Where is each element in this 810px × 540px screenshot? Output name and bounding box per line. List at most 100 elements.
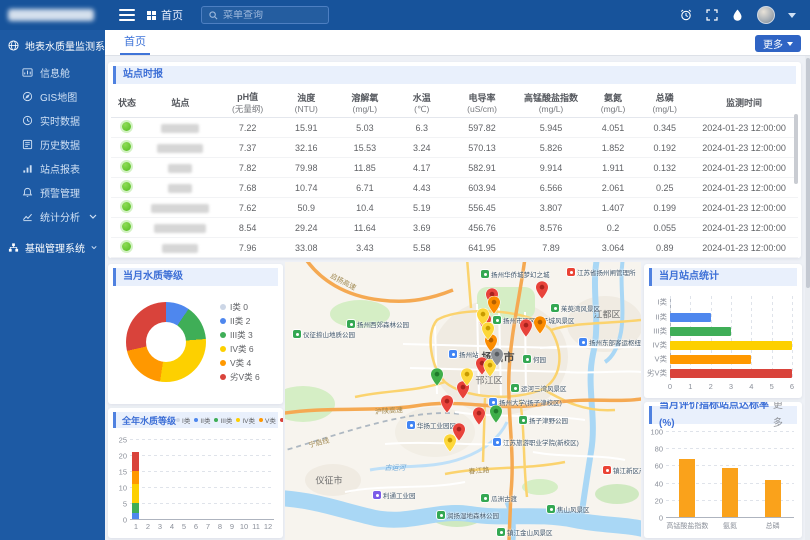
legend-item[interactable]: I类 0 — [220, 300, 260, 314]
legend-item[interactable]: IV类 — [236, 415, 255, 425]
table-row[interactable]: 7.6810.746.714.43603.946.5662.0610.25202… — [111, 178, 797, 198]
map-poi: 镇江新区产业园区 — [603, 465, 641, 475]
annual-grade-panel: 全年水质等级 I类II类III类IV类V类劣V类 051015202512345… — [108, 408, 283, 538]
sidebar-item-info-cabin[interactable]: 信息舱 — [0, 60, 105, 84]
tab-home[interactable]: 首页 — [120, 30, 150, 55]
menu-search[interactable] — [201, 6, 329, 24]
poi-icon — [481, 494, 489, 502]
table-row[interactable]: 7.9633.083.435.58641.957.893.0640.892024… — [111, 238, 797, 258]
sidebar-item-gis-map[interactable]: GIS地图 — [0, 84, 105, 108]
station-pin-yellow[interactable] — [461, 368, 474, 386]
hbar-III类[interactable] — [670, 327, 731, 336]
station-pin-yellow[interactable] — [482, 322, 495, 340]
sidebar-item-station-report[interactable]: 站点报表 — [0, 156, 105, 180]
table-row[interactable]: 8.5429.2411.643.69456.768.5760.20.055202… — [111, 218, 797, 238]
tab-bar: 首页 更多 — [105, 30, 810, 56]
sidebar-item-warning-manage[interactable]: 预警管理 — [0, 180, 105, 204]
station-pin-yellow[interactable] — [444, 434, 457, 452]
station-report-icon — [22, 163, 33, 174]
water-drop-icon[interactable] — [731, 9, 744, 22]
column-header: 站点 — [142, 88, 218, 118]
sidebar-item-history-data[interactable]: 历史数据 — [0, 132, 105, 156]
station-pin-orange[interactable] — [534, 316, 547, 334]
station-pin-red[interactable] — [520, 319, 533, 337]
legend-item[interactable]: II类 — [194, 415, 210, 425]
donut-legend: I类 0II类 2III类 3IV类 6V类 4劣V类 6 — [220, 300, 260, 384]
table-row[interactable]: 7.6250.910.45.19556.453.8071.4070.199202… — [111, 198, 797, 218]
sidebar-toggle-icon[interactable] — [119, 9, 135, 21]
value-cell: 0.345 — [639, 118, 691, 138]
poi-icon — [497, 528, 505, 536]
value-cell: 4.051 — [587, 118, 639, 138]
station-report-title: 站点时报 — [113, 66, 796, 84]
value-cell: 7.22 — [218, 118, 277, 138]
station-pin-red[interactable] — [473, 407, 486, 425]
legend-item[interactable]: V类 4 — [220, 356, 260, 370]
sidebar-item-realtime-data[interactable]: 实时数据 — [0, 108, 105, 132]
table-scrollbar[interactable] — [794, 114, 798, 184]
dashboard-content: 站点时报 状态站点pH值(无量纲)浊度(NTU)溶解氧(mg/L)水温(℃)电导… — [105, 56, 810, 540]
legend-item[interactable]: 劣V类 — [280, 415, 283, 425]
rate-bar-总磷[interactable] — [765, 480, 781, 517]
station-pin-green[interactable] — [490, 405, 503, 423]
table-row[interactable]: 7.8279.9811.854.17582.919.9141.9110.1322… — [111, 158, 797, 178]
legend-item[interactable]: V类 — [259, 415, 276, 425]
sidebar-root-base-system[interactable]: 基础管理系统 — [0, 232, 105, 262]
station-name-blurred — [168, 184, 192, 193]
hbar-IV类[interactable] — [670, 341, 792, 350]
station-pin-gray[interactable] — [491, 348, 504, 366]
station-map[interactable]: 扬州市邗江区江都区仪征市古运河沪陕高速宁启线春江路启扬高速扬州华侨城梦幻之城茱萸… — [285, 262, 641, 540]
month-station-chart: 0123456I类II类III类IV类V类劣V类 — [670, 296, 792, 380]
fullscreen-icon[interactable] — [705, 9, 718, 22]
value-cell: 1.852 — [587, 138, 639, 158]
stacked-bar-month-1[interactable] — [132, 452, 139, 519]
value-cell: 15.91 — [277, 118, 336, 138]
hbar-II类[interactable] — [670, 313, 711, 322]
gis-map-icon — [22, 91, 33, 102]
legend-item[interactable]: III类 — [214, 415, 232, 425]
alarm-icon[interactable] — [679, 9, 692, 22]
breadcrumb[interactable]: 首页 — [147, 7, 183, 23]
sidebar-item-stats-analysis[interactable]: 统计分析 — [0, 204, 105, 228]
legend-item[interactable]: III类 3 — [220, 328, 260, 342]
window-scrollbar[interactable] — [805, 56, 810, 540]
map-poi: 扬州站 — [449, 349, 479, 359]
value-cell: 6.3 — [394, 118, 449, 138]
more-button[interactable]: 更多 — [755, 35, 801, 52]
user-menu-caret-icon[interactable] — [788, 13, 796, 18]
standard-rate-more-link[interactable]: 更多 — [773, 402, 797, 433]
rate-bar-高锰酸盐指数[interactable] — [679, 459, 695, 517]
time-cell: 2024-01-23 12:00:00 — [691, 238, 798, 258]
station-pin-green[interactable] — [431, 368, 444, 386]
column-header: 总磷(mg/L) — [639, 88, 691, 118]
table-row[interactable]: 7.2215.915.036.3597.825.9454.0510.345202… — [111, 118, 797, 138]
value-cell: 7.89 — [515, 238, 587, 258]
station-pin-red[interactable] — [441, 395, 454, 413]
column-header: pH值(无量纲) — [218, 88, 277, 118]
map-poi: 仪征捺山地质公园 — [293, 329, 355, 339]
value-cell: 0.89 — [639, 238, 691, 258]
time-cell: 2024-01-23 12:00:00 — [691, 138, 798, 158]
status-dot-normal — [122, 242, 131, 251]
month-grade-title: 当月水质等级 — [113, 268, 278, 286]
rate-bar-氨氮[interactable] — [722, 468, 738, 517]
value-cell: 1.407 — [587, 198, 639, 218]
poi-icon — [407, 421, 415, 429]
hbar-V类[interactable] — [670, 355, 751, 364]
legend-item[interactable]: I类 — [176, 415, 190, 425]
user-avatar[interactable] — [757, 6, 775, 24]
station-pin-red[interactable] — [536, 281, 549, 299]
warning-manage-icon — [22, 187, 33, 198]
sidebar-root-surface-water-system[interactable]: 地表水质量监测系统 — [0, 30, 105, 60]
value-cell: 10.4 — [336, 198, 395, 218]
donut-ring[interactable] — [126, 302, 206, 382]
legend-item[interactable]: 劣V类 6 — [220, 370, 260, 384]
poi-icon — [547, 505, 555, 513]
table-row[interactable]: 7.3732.1615.533.24570.135.8261.8520.1922… — [111, 138, 797, 158]
menu-search-input[interactable] — [223, 10, 313, 21]
legend-item[interactable]: II类 2 — [220, 314, 260, 328]
legend-item[interactable]: IV类 6 — [220, 342, 260, 356]
map-poi: 何园 — [523, 354, 546, 364]
breadcrumb-home[interactable]: 首页 — [161, 7, 183, 23]
hbar-劣V类[interactable] — [670, 369, 792, 378]
